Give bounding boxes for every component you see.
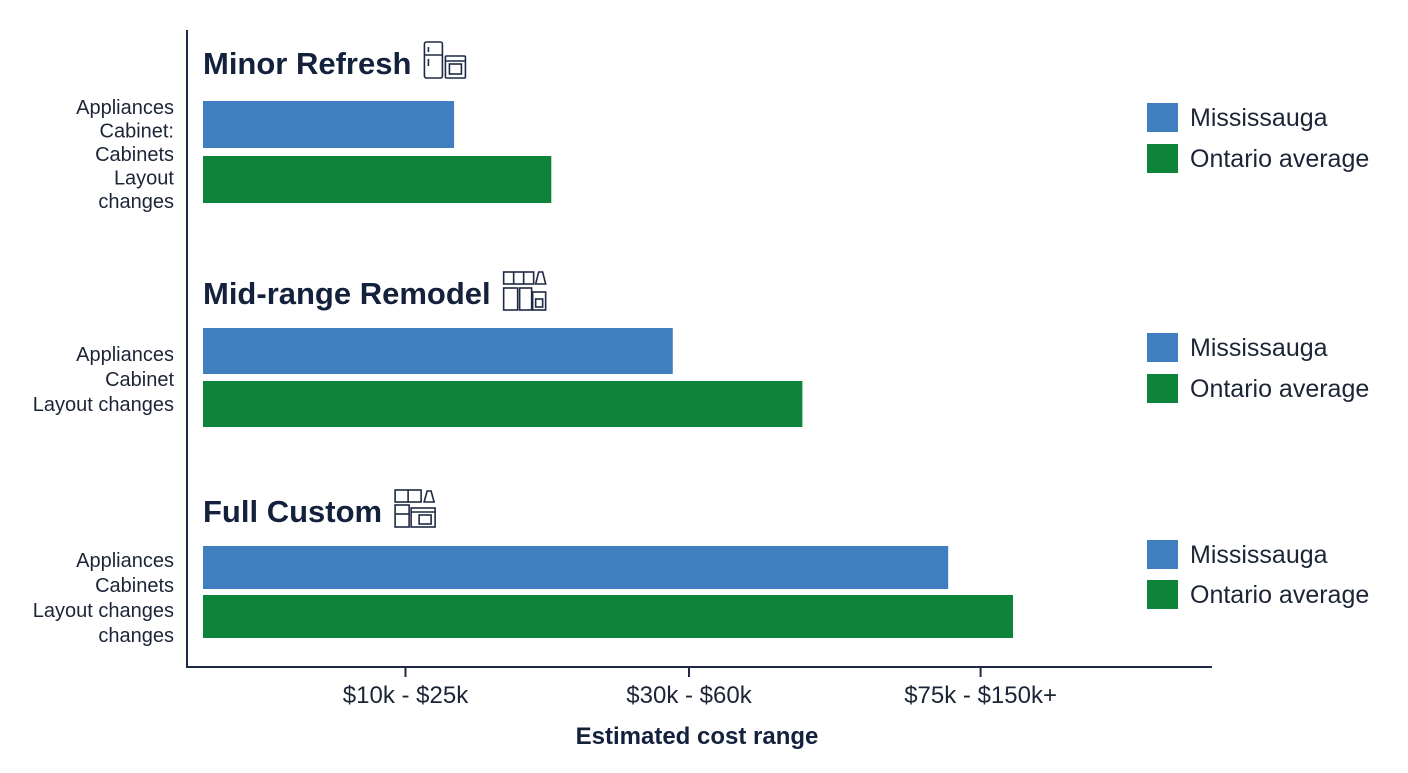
category-label: Appliances	[76, 97, 174, 119]
legend-swatch	[1147, 103, 1178, 132]
x-tick-label: $75k - $150k+	[904, 682, 1057, 709]
category-label: Layout	[114, 168, 174, 190]
legend-swatch	[1147, 144, 1178, 173]
ontario-average-bar	[203, 381, 803, 427]
group-title: Full Custom	[203, 494, 382, 529]
category-label: Cabinet:	[100, 121, 175, 143]
legend-swatch	[1147, 580, 1178, 609]
legend-label: Ontario average	[1190, 581, 1369, 609]
mississauga-bar	[203, 328, 673, 374]
category-label: Layout changes	[33, 394, 174, 416]
x-tick-label: $30k - $60k	[626, 682, 752, 709]
category-label: Cabinet	[105, 369, 174, 391]
x-tick-label: $10k - $25k	[343, 682, 469, 709]
legend-swatch	[1147, 333, 1178, 362]
group-title: Mid-range Remodel	[203, 276, 491, 311]
category-label: Appliances	[76, 344, 174, 366]
category-label: changes	[98, 191, 174, 213]
full-kitchen-icon	[394, 489, 436, 528]
mississauga-bar	[203, 546, 949, 589]
ticks-layer: $10k - $25k $30k - $60k $75k - $150k+	[343, 667, 1057, 709]
category-label: changes	[98, 625, 174, 647]
ontario-average-bar	[203, 156, 552, 203]
legend-label: Mississauga	[1190, 104, 1328, 132]
legend-swatch	[1147, 374, 1178, 403]
fridge-oven-icon	[423, 41, 467, 79]
legend-label: Ontario average	[1190, 145, 1369, 173]
x-axis-title: Estimated cost range	[576, 723, 819, 750]
cost-group: Full Custom Appliances Cabinets Layout chan…	[33, 489, 1369, 647]
ontario-average-bar	[203, 595, 1013, 638]
category-label: Layout changes	[33, 600, 174, 622]
groups-layer: Minor RefreshAppliancesCabinet:CabinetsL…	[33, 41, 1369, 647]
group-title: Minor Refresh	[203, 46, 411, 81]
legend-swatch	[1147, 540, 1178, 569]
category-label: Cabinets	[95, 575, 174, 597]
kitchen-cabinets-icon	[502, 271, 547, 311]
cost-group: Minor Refresh AppliancesCabinet:CabinetsL…	[76, 41, 1369, 213]
legend-label: Ontario average	[1190, 375, 1369, 403]
legend-label: Mississauga	[1190, 541, 1328, 569]
category-label: Cabinets	[95, 144, 174, 166]
cost-group: Mid-range Remodel Appliances Cabinet Layout…	[33, 271, 1369, 427]
legend-label: Mississauga	[1190, 334, 1328, 362]
mississauga-bar	[203, 101, 455, 148]
category-label: Appliances	[76, 550, 174, 572]
